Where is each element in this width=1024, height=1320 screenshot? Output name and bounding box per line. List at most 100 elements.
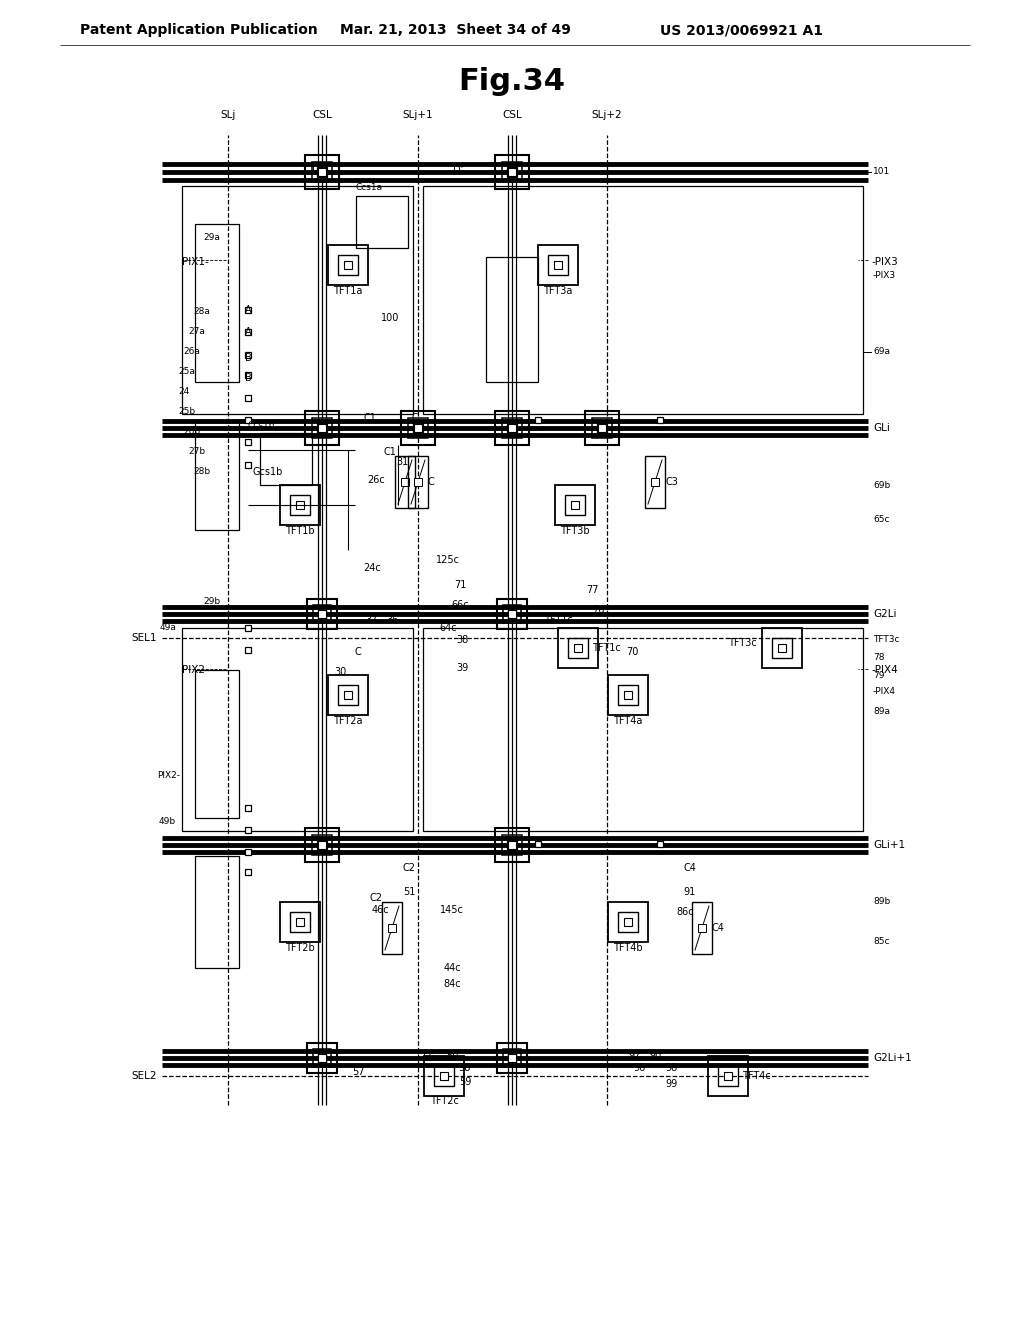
Bar [598, 424, 606, 432]
Bar [245, 395, 251, 401]
Text: 37: 37 [366, 615, 378, 624]
Bar [504, 1049, 520, 1067]
Text: G2Li+1: G2Li+1 [873, 1053, 911, 1063]
Bar [307, 1043, 337, 1073]
Text: C: C [412, 413, 419, 422]
Bar [290, 912, 310, 932]
Bar [245, 329, 251, 335]
Bar [508, 424, 516, 432]
Bar [508, 1053, 516, 1063]
Bar [318, 610, 326, 618]
Bar [318, 1053, 326, 1063]
Text: C: C [354, 647, 361, 657]
Text: 97: 97 [629, 1051, 641, 1061]
Bar [624, 690, 632, 700]
Text: US 2013/0069921 A1: US 2013/0069921 A1 [660, 22, 823, 37]
Bar [495, 154, 529, 189]
Bar [507, 841, 517, 850]
Text: -PIX4: -PIX4 [873, 688, 896, 697]
Text: TFT3c: TFT3c [728, 638, 757, 648]
Bar [507, 168, 517, 177]
Text: 76: 76 [592, 605, 604, 615]
Text: D': D' [453, 165, 463, 176]
Text: 86c: 86c [676, 907, 694, 917]
Text: 66c: 66c [452, 601, 469, 610]
Bar [245, 308, 251, 313]
Bar [245, 805, 251, 810]
Text: 64c: 64c [439, 623, 457, 634]
Text: 26b: 26b [183, 428, 200, 437]
Bar [618, 685, 638, 705]
Text: 59: 59 [459, 1077, 471, 1086]
Text: 98: 98 [666, 1063, 678, 1073]
Bar [280, 484, 319, 525]
Text: 79: 79 [873, 671, 885, 680]
Text: 39: 39 [456, 663, 468, 673]
Text: 57: 57 [352, 1067, 365, 1077]
Bar [502, 836, 522, 855]
Text: SLj+1: SLj+1 [402, 110, 433, 120]
Text: GLi+1: GLi+1 [873, 840, 905, 850]
Text: SLj+2: SLj+2 [592, 110, 623, 120]
Text: 31: 31 [396, 457, 409, 467]
Bar [508, 1053, 516, 1063]
Text: 71: 71 [454, 579, 466, 590]
Text: TFT1b: TFT1b [286, 525, 314, 536]
Bar [245, 828, 251, 833]
Bar [724, 1072, 732, 1080]
Text: 56: 56 [422, 1053, 434, 1063]
Bar [657, 417, 663, 422]
Bar [502, 418, 522, 438]
Text: TFT1c: TFT1c [544, 615, 572, 624]
Bar [245, 417, 251, 422]
Bar [245, 462, 251, 469]
Bar [651, 478, 659, 486]
Text: 99: 99 [666, 1078, 678, 1089]
Bar [307, 599, 337, 630]
Text: Patent Application Publication: Patent Application Publication [80, 22, 317, 37]
Bar [414, 424, 422, 432]
Bar [504, 606, 520, 623]
Bar [538, 246, 578, 285]
Bar [408, 455, 428, 508]
Text: -PIX3: -PIX3 [872, 257, 899, 267]
Text: SEL2: SEL2 [131, 1071, 157, 1081]
Text: Ccs1b: Ccs1b [248, 421, 275, 429]
Bar [245, 849, 251, 855]
Bar [585, 411, 618, 445]
Bar [574, 644, 582, 652]
Bar [508, 168, 516, 176]
Bar [508, 610, 516, 618]
Text: 26c: 26c [368, 475, 385, 484]
Bar [497, 1043, 527, 1073]
Bar [507, 424, 517, 433]
Bar [305, 828, 339, 862]
Bar [317, 841, 327, 850]
Text: 70: 70 [626, 647, 638, 657]
Bar [486, 257, 538, 381]
Text: 89b: 89b [873, 898, 890, 907]
Bar [657, 841, 663, 847]
Bar [260, 433, 312, 484]
Text: C4: C4 [684, 863, 696, 873]
Text: 24: 24 [179, 388, 190, 396]
Bar [317, 1053, 327, 1063]
Bar [624, 917, 632, 927]
Text: 100: 100 [381, 313, 399, 323]
Bar [305, 411, 339, 445]
Text: 101: 101 [873, 168, 890, 177]
Bar [508, 841, 516, 849]
Text: 49b: 49b [159, 817, 176, 826]
Text: TFT1c: TFT1c [592, 643, 621, 653]
Text: 36: 36 [386, 615, 398, 624]
Text: Gcs1b: Gcs1b [253, 467, 284, 477]
Bar [554, 261, 562, 269]
Text: C1: C1 [364, 413, 377, 422]
Text: TFT4a: TFT4a [613, 715, 643, 726]
Text: A: A [245, 327, 251, 337]
Bar [296, 502, 304, 510]
Bar [535, 841, 541, 847]
Bar [317, 424, 327, 433]
Text: 27b: 27b [187, 447, 205, 457]
Bar [344, 261, 352, 269]
